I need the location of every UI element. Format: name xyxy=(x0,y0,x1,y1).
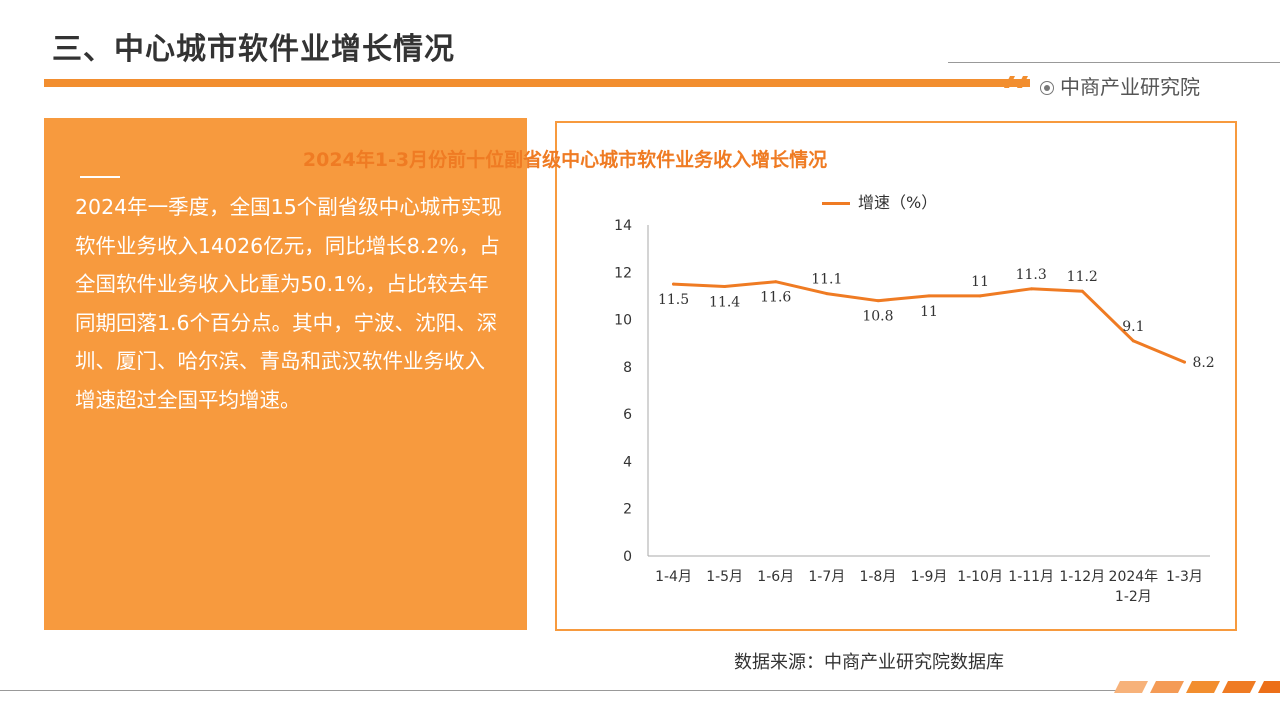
chart-legend: 增速（%） xyxy=(822,189,937,213)
y-tick-label: 14 xyxy=(614,218,632,234)
data-source: 数据来源：中商产业研究院数据库 xyxy=(734,652,1004,673)
y-tick-label: 12 xyxy=(614,265,632,281)
brand-logo: 中商产业研究院 xyxy=(1040,71,1200,100)
data-label: 11.5 xyxy=(658,292,689,308)
y-tick-label: 2 xyxy=(623,502,632,518)
x-tick-label: 1-9月 xyxy=(911,569,948,585)
page-title: 三、中心城市软件业增长情况 xyxy=(52,32,455,67)
data-point xyxy=(1080,289,1084,293)
x-tick-label: 1-8月 xyxy=(859,569,896,585)
x-tick-label: 2024年 1-2月 xyxy=(1109,569,1159,605)
x-tick-label: 1-11月 xyxy=(1008,569,1054,585)
title-accent-bar xyxy=(44,79,1030,87)
data-point xyxy=(876,299,880,303)
data-label: 11.4 xyxy=(709,294,740,310)
x-tick-label: 1-6月 xyxy=(757,569,794,585)
data-point xyxy=(1029,287,1033,291)
chart-title-text: 2024年1-3月份前十位副省级中心城市软件业务收入增长情况 xyxy=(302,149,828,171)
y-tick-label: 8 xyxy=(623,360,632,376)
data-label: 11.1 xyxy=(811,272,842,288)
header-stripes-decoration xyxy=(1004,76,1028,88)
footer-divider-line xyxy=(0,690,1118,691)
y-tick-label: 10 xyxy=(614,313,632,329)
data-label: 11 xyxy=(971,274,989,290)
x-tick-label: 1-3月 xyxy=(1166,569,1203,585)
x-tick-label: 1-12月 xyxy=(1059,569,1105,585)
data-label: 11.2 xyxy=(1067,269,1098,285)
x-tick-label: 1-5月 xyxy=(706,569,743,585)
x-tick-label: 1-7月 xyxy=(808,569,845,585)
data-label: 9.1 xyxy=(1122,319,1144,335)
x-tick-label: 1-10月 xyxy=(957,569,1003,585)
legend-swatch xyxy=(822,202,850,205)
y-tick-label: 6 xyxy=(623,407,632,423)
data-point xyxy=(723,284,727,288)
chart-title: 2024年1-3月份前十位副省级中心城市软件业务收入增长情况 xyxy=(0,145,1238,172)
logo-text: 中商产业研究院 xyxy=(1060,75,1200,99)
legend-label: 增速（%） xyxy=(858,193,938,212)
data-point xyxy=(672,282,676,286)
data-point xyxy=(774,280,778,284)
footer-stripes-decoration xyxy=(1114,681,1280,693)
data-label: 11 xyxy=(920,304,938,320)
logo-icon xyxy=(1040,81,1054,95)
data-point xyxy=(1182,360,1186,364)
data-point xyxy=(978,294,982,298)
data-label: 8.2 xyxy=(1192,355,1214,371)
y-tick-label: 4 xyxy=(623,454,632,470)
summary-decoration-line xyxy=(80,176,120,178)
chart-panel xyxy=(555,121,1237,631)
summary-text: 2024年一季度，全国15个副省级中心城市实现软件业务收入14026亿元，同比增… xyxy=(75,195,502,412)
data-point xyxy=(1131,339,1135,343)
data-label: 11.6 xyxy=(760,290,791,306)
series-line xyxy=(672,280,1186,364)
x-tick-label: 1-4月 xyxy=(655,569,692,585)
header-divider-line xyxy=(948,62,1280,63)
y-tick-label: 0 xyxy=(623,549,632,565)
data-point xyxy=(825,292,829,296)
data-point xyxy=(927,294,931,298)
data-label: 11.3 xyxy=(1016,267,1047,283)
data-label: 10.8 xyxy=(862,309,893,325)
summary-panel: 2024年一季度，全国15个副省级中心城市实现软件业务收入14026亿元，同比增… xyxy=(44,118,527,630)
